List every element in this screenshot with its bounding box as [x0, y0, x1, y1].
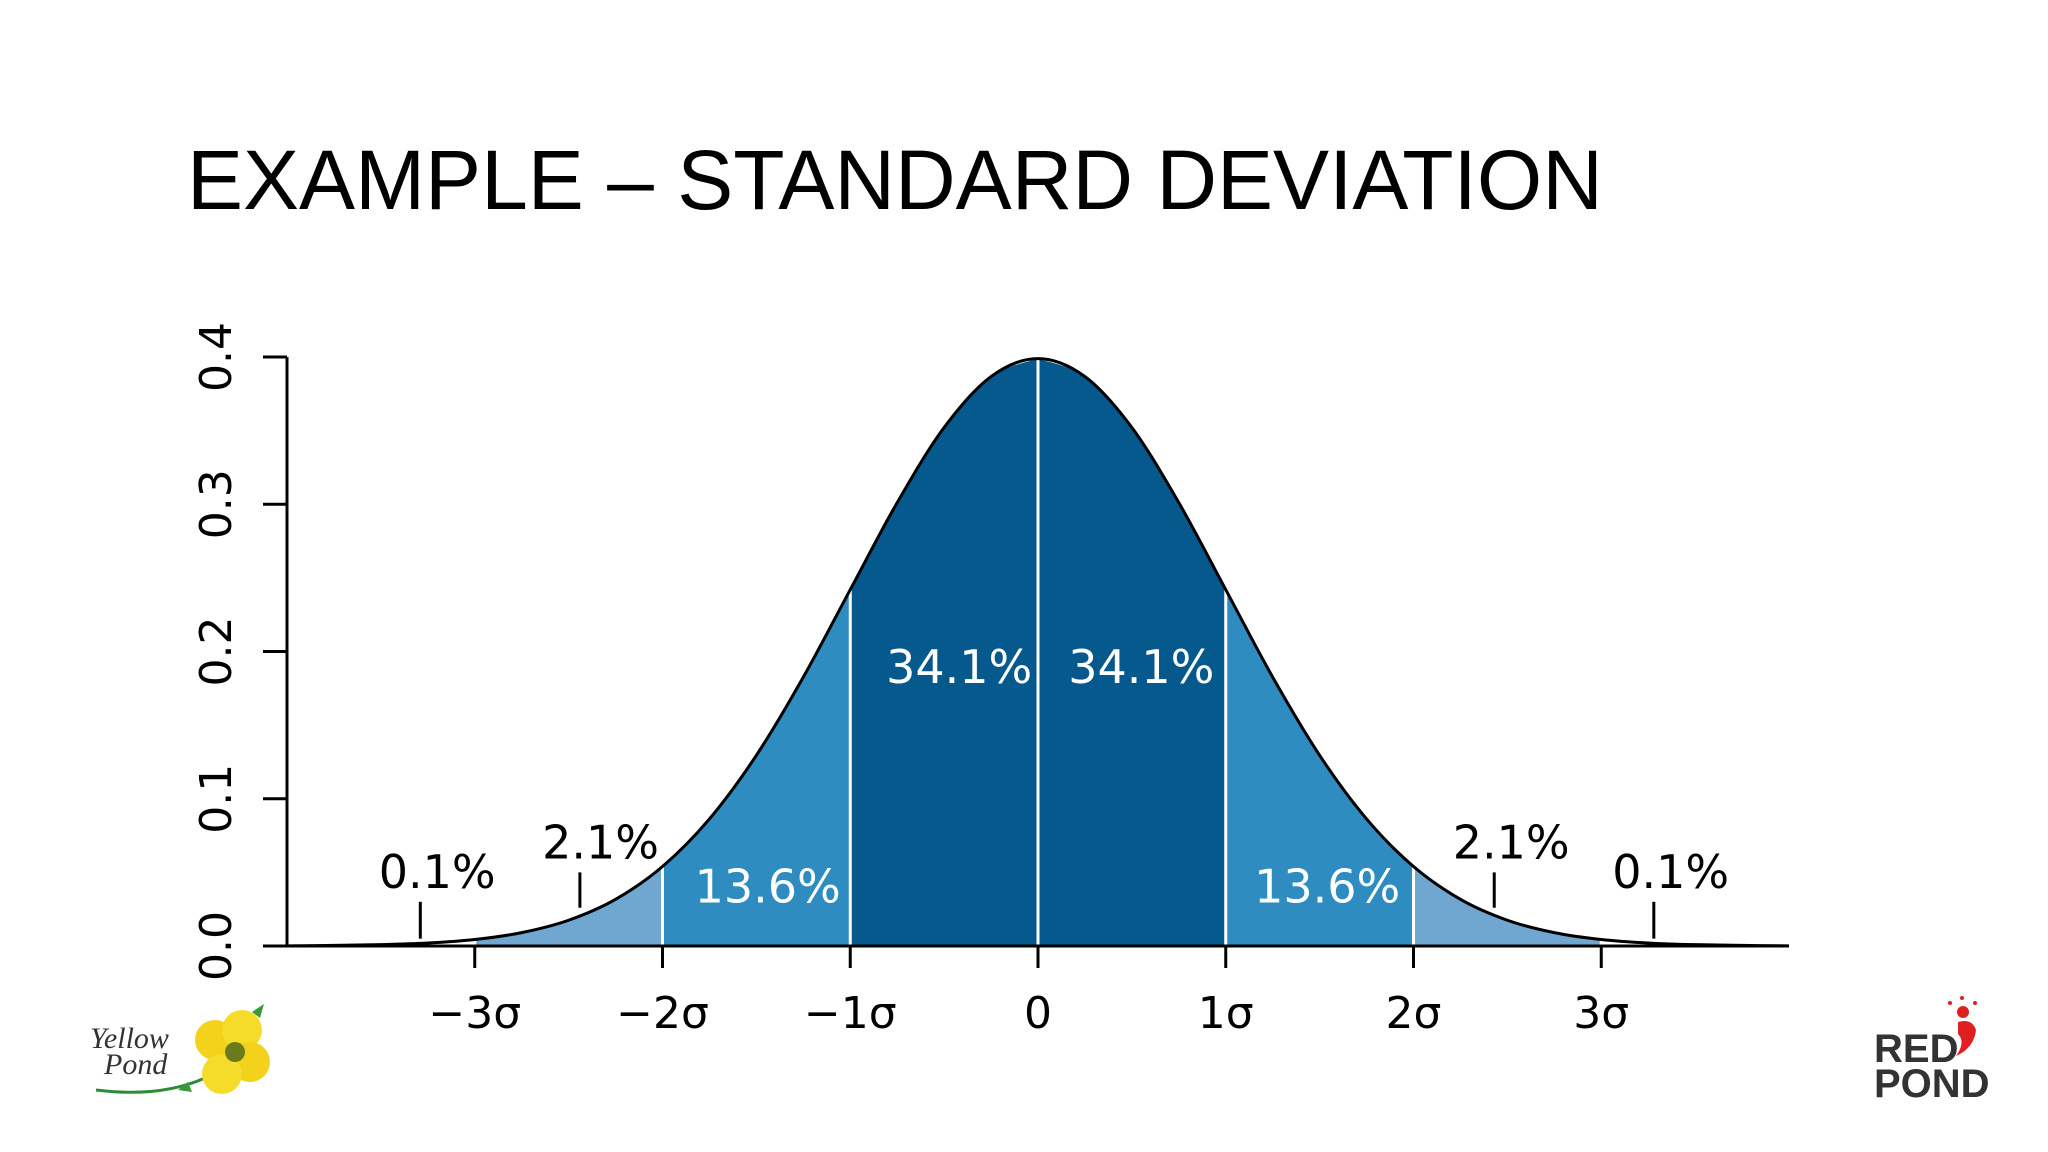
band-label: 0.1% — [379, 845, 496, 899]
red-pond-logo: RED POND — [1874, 996, 1990, 1106]
y-tick-label: 0.4 — [191, 322, 242, 392]
band — [1413, 866, 1602, 946]
band-label: 13.6% — [1254, 860, 1400, 914]
band-label: 13.6% — [695, 860, 841, 914]
x-tick-label: −2σ — [616, 988, 709, 1039]
band-label: 34.1% — [1068, 640, 1214, 694]
logo-figure — [1956, 1021, 1976, 1056]
density-curve — [286, 357, 1790, 948]
band-label: 2.1% — [1453, 815, 1570, 869]
band-label: 34.1% — [886, 640, 1032, 694]
logo-head — [1957, 1006, 1969, 1018]
x-tick-label: 2σ — [1386, 988, 1442, 1039]
band-label: 0.1% — [1612, 845, 1729, 899]
logo-dot — [1960, 996, 1964, 1000]
logo-dot — [1973, 1001, 1977, 1005]
band-label: 2.1% — [542, 815, 659, 869]
logo-center — [225, 1042, 245, 1062]
x-tick-label: 3σ — [1573, 988, 1629, 1039]
x-tick-label: 0 — [1024, 988, 1052, 1039]
logo-dot — [1948, 1001, 1952, 1005]
y-tick-label: 0.0 — [191, 911, 242, 981]
chart: 0.1% 2.1% 13.6% 34.1% 34.1% 13.6% 2.1% 0.1% 0.0 0… — [191, 322, 1790, 1039]
yellow-pond-logo: Yellow Pond — [90, 1004, 270, 1094]
x-tick-label: −1σ — [804, 988, 897, 1039]
x-tick-label: −3σ — [428, 988, 521, 1039]
logo-text: POND — [1874, 1062, 1990, 1106]
x-tick-label: 1σ — [1198, 988, 1254, 1039]
logo-petal — [222, 1010, 262, 1050]
y-tick-label: 0.2 — [191, 617, 242, 687]
logo-text: RED — [1874, 1027, 1958, 1071]
logo-text: Yellow — [90, 1022, 169, 1055]
logo-text: Pond — [103, 1048, 168, 1081]
logo-petal — [202, 1054, 242, 1094]
y-tick-label: 0.3 — [191, 469, 242, 539]
slide-title: EXAMPLE – STANDARD DEVIATION — [187, 133, 1603, 227]
logo-stem — [95, 1076, 206, 1094]
logo-leaf — [178, 1004, 264, 1092]
band — [474, 866, 663, 946]
y-tick-label: 0.1 — [191, 764, 242, 834]
